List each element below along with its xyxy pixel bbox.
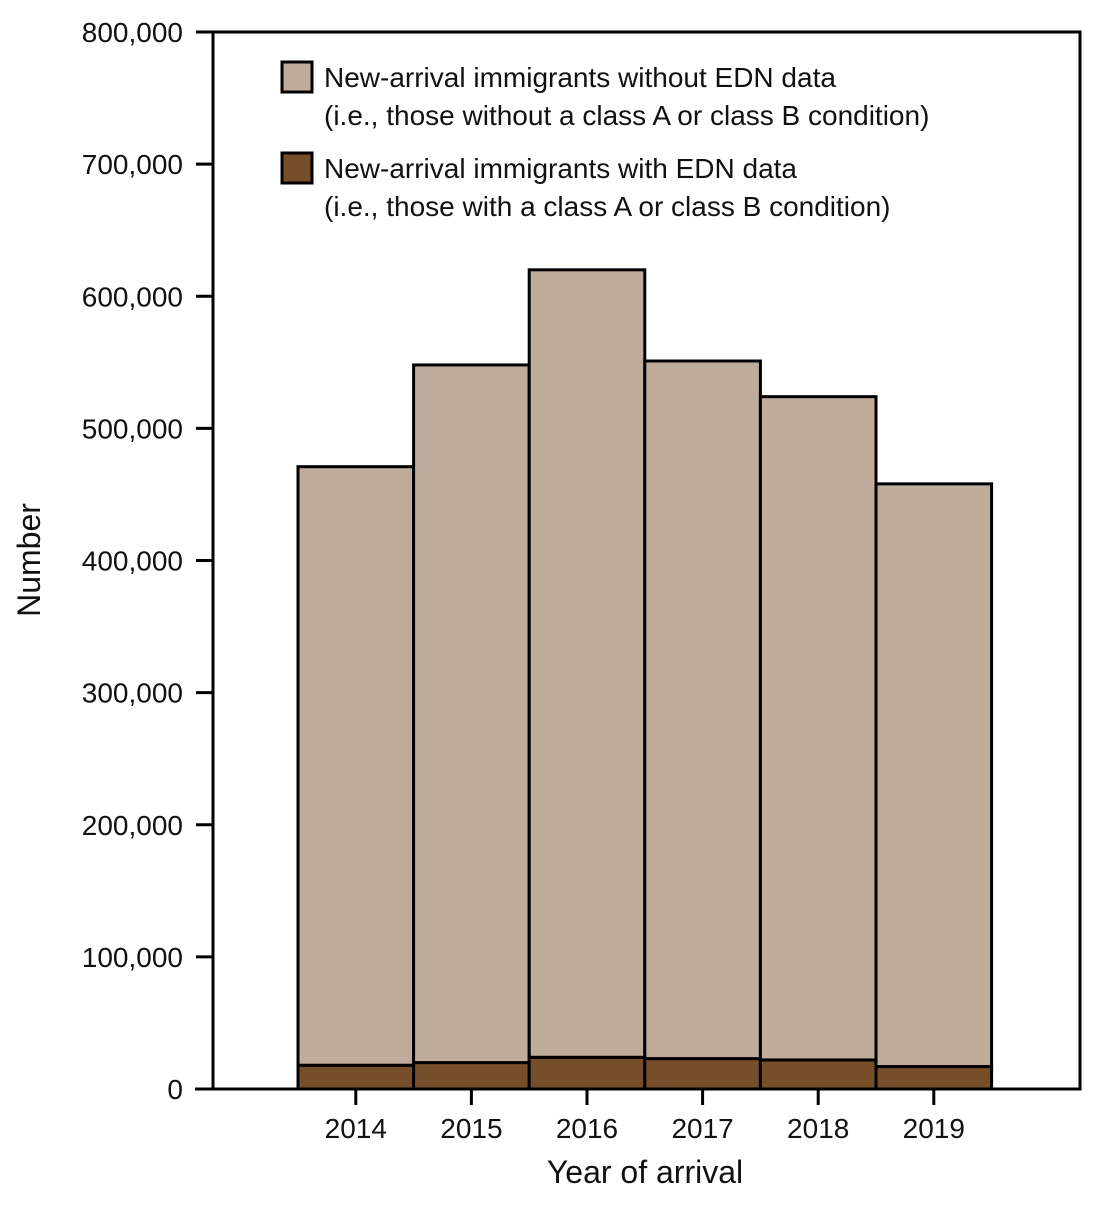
legend-label-with-edn-line2: (i.e., those with a class A or class B c… [324,191,890,222]
x-tick-label: 2017 [671,1113,733,1144]
legend-label-without-edn-line2: (i.e., those without a class A or class … [324,100,929,131]
y-axis-label: Number [11,503,47,617]
legend-label-with-edn: New-arrival immigrants with EDN data [324,153,797,184]
y-tick-label: 400,000 [82,546,183,577]
y-tick-label: 300,000 [82,678,183,709]
bar-with-edn-2018 [758,1058,878,1091]
y-tick-label: 500,000 [82,413,183,444]
y-tick-label: 700,000 [82,149,183,180]
y-tick-label: 0 [167,1074,183,1105]
x-tick-label: 2018 [787,1113,849,1144]
y-tick-label: 200,000 [82,810,183,841]
x-axis-label: Year of arrival [547,1154,743,1190]
legend-swatch-with-edn [280,151,314,185]
bar-with-edn-2014 [296,1063,416,1091]
x-tick-label: 2014 [325,1113,387,1144]
bar-with-edn-2015 [412,1061,531,1091]
bar-with-edn-2019 [874,1065,994,1091]
bar-without-edn-2014 [296,465,416,1067]
bar-without-edn-2015 [412,363,531,1065]
y-tick-label: 100,000 [82,942,183,973]
bar-without-edn-2017 [643,359,762,1061]
x-tick-label: 2016 [556,1113,618,1144]
x-tick-label: 2019 [903,1113,965,1144]
y-tick-label: 600,000 [82,281,183,312]
legend: New-arrival immigrants without EDN data … [280,60,929,222]
legend-swatch-without-edn [280,60,314,94]
y-tick-label: 800,000 [82,17,183,48]
x-tick-label: 2015 [440,1113,502,1144]
bar-without-edn-2019 [874,482,994,1069]
legend-label-without-edn: New-arrival immigrants without EDN data [324,62,836,93]
bar-with-edn-2016 [527,1055,647,1091]
bar-with-edn-2017 [643,1057,762,1091]
bar-without-edn-2016 [527,268,647,1059]
bar-without-edn-2018 [758,395,878,1062]
